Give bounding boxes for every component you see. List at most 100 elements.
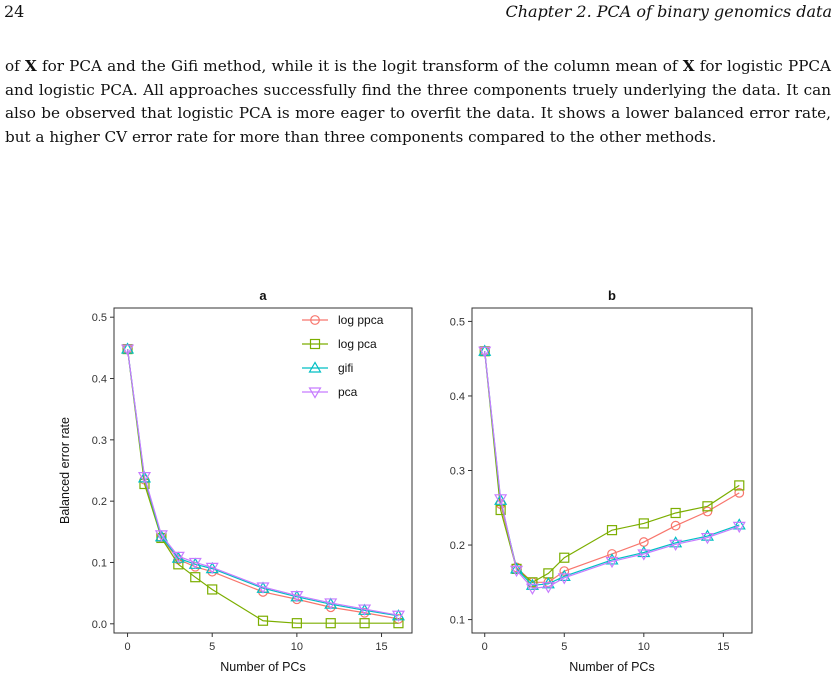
y-tick-label: 0.3 — [92, 435, 107, 447]
page-number: 24 — [4, 2, 25, 21]
figure: a 0 5 10 15 0.0 0.1 0.2 0.3 0.4 0.5 Number of PCs Ba… — [58, 288, 753, 674]
x-axis-label: Number of PCs — [220, 660, 305, 674]
data-point-log-pca — [325, 618, 336, 629]
text-span: of — [5, 57, 25, 75]
data-point-pca — [541, 582, 555, 594]
data-point-log-pca — [291, 618, 302, 629]
series-line-log-pca — [126, 349, 399, 624]
data-point-pca — [290, 590, 304, 603]
x-axis-label: Number of PCs — [569, 660, 654, 674]
x-tick-label: 5 — [561, 641, 567, 653]
series-line-gifi — [126, 349, 399, 617]
data-point-pca — [637, 549, 651, 561]
y-axis-label: Balanced error rate — [58, 417, 72, 524]
matrix-symbol: X — [24, 57, 37, 75]
data-point-pca — [324, 598, 338, 610]
text-span: for PCA and the Gifi method, while it is… — [36, 57, 683, 75]
data-point-log-pca — [638, 518, 649, 529]
data-point-pca — [732, 521, 746, 534]
chart-panel-a: a 0 5 10 15 0.0 0.1 0.2 0.3 0.4 0.5 Number of PCs Ba… — [58, 288, 413, 674]
data-point-pca — [478, 346, 492, 358]
data-point-log-pca — [559, 552, 570, 563]
data-point-pca — [605, 556, 619, 569]
data-point-log-pca — [670, 507, 681, 519]
legend-label: gifi — [338, 361, 353, 375]
data-point-pca — [669, 539, 683, 551]
x-tick-label: 0 — [124, 641, 130, 653]
data-point-pca — [154, 530, 168, 542]
x-tick-label: 15 — [717, 641, 729, 653]
data-point-gifi — [557, 569, 571, 581]
data-point-gifi — [510, 562, 524, 574]
data-point-pca — [510, 565, 524, 578]
data-point-log-pca — [207, 584, 218, 595]
data-point-gifi — [732, 518, 746, 530]
data-point-log-ppca — [670, 520, 681, 531]
data-point-pca — [121, 344, 135, 356]
series-line-log-ppca — [484, 351, 740, 583]
data-point-pca — [557, 573, 571, 585]
chart-title: b — [608, 288, 616, 303]
text-span: for logistic PPCA and logistic PCA. All … — [5, 57, 832, 146]
series-line-log-pca — [484, 351, 740, 584]
y-tick-label: 0.5 — [450, 316, 465, 328]
plot-frame — [113, 307, 413, 634]
data-point-log-pca — [393, 618, 404, 629]
y-tick-label: 0.2 — [92, 496, 107, 508]
data-point-log-pca — [702, 501, 713, 512]
legend-label: log pca — [338, 337, 377, 351]
x-tick-label: 5 — [209, 641, 215, 653]
data-point-log-ppca — [607, 549, 617, 559]
y-tick-label: 0.2 — [450, 540, 465, 552]
data-point-log-pca — [734, 480, 745, 491]
y-tick-label: 0.3 — [450, 466, 465, 478]
series-line-pca — [484, 351, 740, 589]
data-point-log-ppca — [559, 566, 570, 577]
data-point-pca — [525, 583, 539, 595]
x-tick-label: 15 — [375, 641, 387, 653]
data-point-log-pca — [190, 572, 201, 583]
y-tick-label: 0.5 — [92, 312, 107, 324]
x-tick-label: 10 — [638, 641, 650, 653]
plot-frame — [471, 307, 753, 634]
data-point-gifi — [605, 553, 619, 565]
data-point-gifi — [700, 529, 714, 541]
legend-label: pca — [338, 385, 358, 399]
data-point-pca — [256, 582, 270, 594]
data-point-pca — [205, 562, 219, 575]
y-tick-label: 0.1 — [92, 557, 107, 569]
data-point-pca — [188, 557, 202, 570]
legend-marker — [308, 361, 322, 373]
data-point-pca — [700, 532, 714, 545]
legend-marker — [310, 315, 320, 325]
data-point-pca — [171, 551, 185, 564]
data-point-log-pca — [257, 615, 269, 626]
data-point-gifi — [637, 545, 651, 558]
data-point-log-ppca — [734, 487, 745, 498]
legend-label: log ppca — [338, 313, 384, 327]
y-tick-label: 0.0 — [92, 619, 107, 631]
data-point-log-pca — [527, 577, 538, 588]
x-tick-label: 10 — [291, 641, 303, 653]
running-header: Chapter 2. PCA of binary genomics data — [505, 2, 832, 21]
data-point-pca — [391, 610, 405, 622]
x-tick-label: 0 — [482, 641, 488, 653]
data-point-log-pca — [606, 525, 618, 536]
data-point-pca — [358, 604, 372, 616]
data-point-pca — [494, 494, 508, 506]
legend-marker — [309, 338, 321, 350]
series-line-log-ppca — [126, 349, 399, 620]
matrix-symbol: X — [682, 57, 695, 75]
body-paragraph: of X for PCA and the Gifi method, while … — [5, 55, 831, 149]
chart-title: a — [259, 288, 267, 303]
y-tick-label: 0.4 — [450, 391, 465, 403]
data-point-log-pca — [359, 618, 370, 629]
data-point-log-ppca — [702, 506, 713, 517]
series-line-pca — [126, 349, 399, 616]
data-point-pca — [137, 472, 152, 484]
y-tick-label: 0.1 — [450, 615, 465, 627]
legend-marker — [308, 387, 322, 399]
data-point-gifi — [669, 536, 683, 548]
data-point-log-pca — [173, 559, 184, 570]
chart-panel-b: b 0 5 10 15 0.1 0.2 0.3 0.4 0.5 Number of PCs — [450, 288, 753, 674]
